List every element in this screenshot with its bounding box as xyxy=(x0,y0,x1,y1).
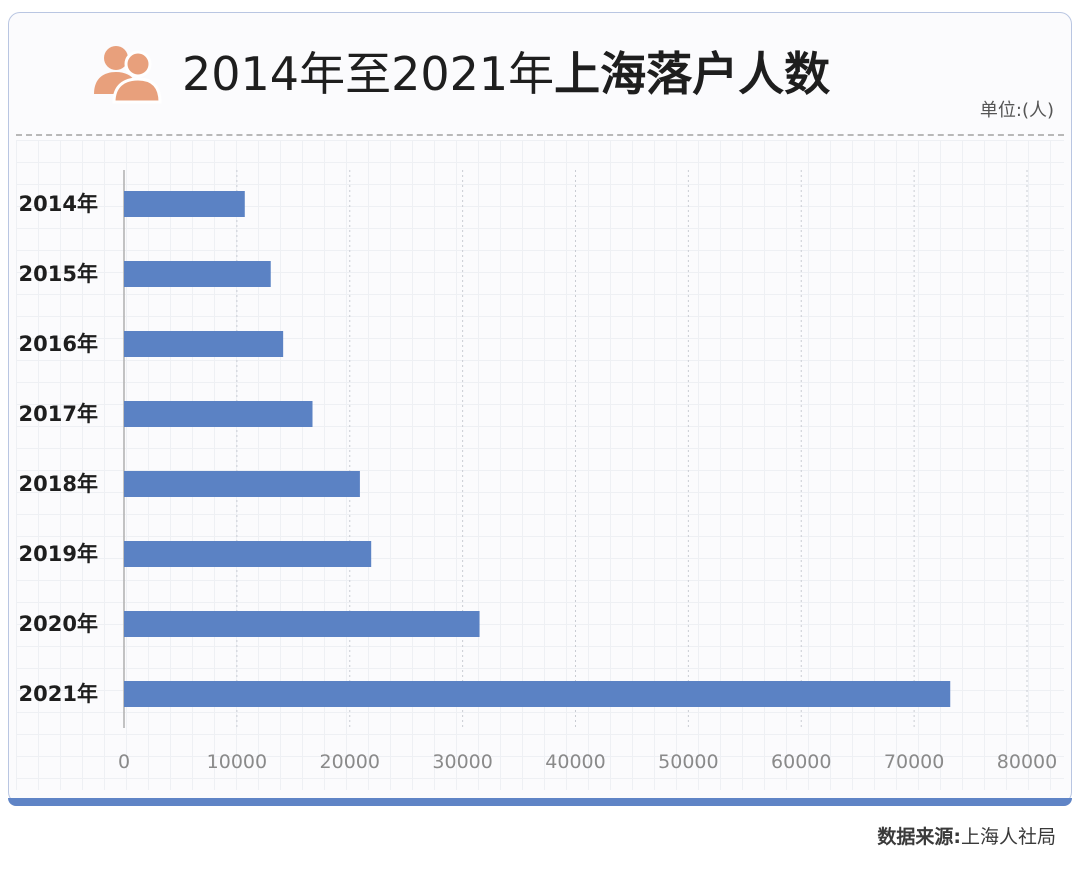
divider xyxy=(16,134,1064,136)
x-tick-label: 10000 xyxy=(207,751,267,773)
bar xyxy=(124,471,360,497)
y-category-label: 2016年 xyxy=(19,332,98,356)
x-tick-label: 60000 xyxy=(771,751,831,773)
bar-chart: 0 10000 20000 30000 40000 50000 60000 70000 8000… xyxy=(19,170,1057,773)
y-category-label: 2015年 xyxy=(19,262,98,286)
bar xyxy=(124,611,480,637)
title-regular: 2014年至2021年 xyxy=(182,47,555,101)
y-category-label: 2019年 xyxy=(19,542,98,566)
bar xyxy=(124,401,313,427)
title-bold: 上海落户人数 xyxy=(554,47,831,101)
y-category-label: 2018年 xyxy=(19,472,98,496)
card-accent-bar xyxy=(8,798,1072,806)
x-tick-label: 80000 xyxy=(997,751,1057,773)
x-tick-label: 70000 xyxy=(884,751,944,773)
x-tick-label: 20000 xyxy=(320,751,380,773)
bar xyxy=(124,331,284,357)
x-tick-label: 40000 xyxy=(545,751,605,773)
source-value: 上海人社局 xyxy=(960,826,1056,848)
people-icon xyxy=(94,46,162,104)
bar xyxy=(124,191,245,217)
y-category-label: 2014年 xyxy=(19,192,98,216)
bar xyxy=(124,261,271,287)
y-category-label: 2021年 xyxy=(19,682,98,706)
x-tick-label: 50000 xyxy=(658,751,718,773)
unit-label: 单位:(人) xyxy=(979,100,1054,121)
y-category-label: 2020年 xyxy=(19,612,98,636)
data-source: 数据来源:上海人社局 xyxy=(877,822,1056,849)
bar xyxy=(124,681,951,707)
x-tick-label: 30000 xyxy=(432,751,492,773)
bar xyxy=(124,541,372,567)
source-label: 数据来源: xyxy=(877,826,961,848)
y-category-label: 2017年 xyxy=(19,402,98,426)
page-title: 2014年至2021年上海落户人数 xyxy=(182,44,830,104)
x-tick-label: 0 xyxy=(118,751,130,773)
